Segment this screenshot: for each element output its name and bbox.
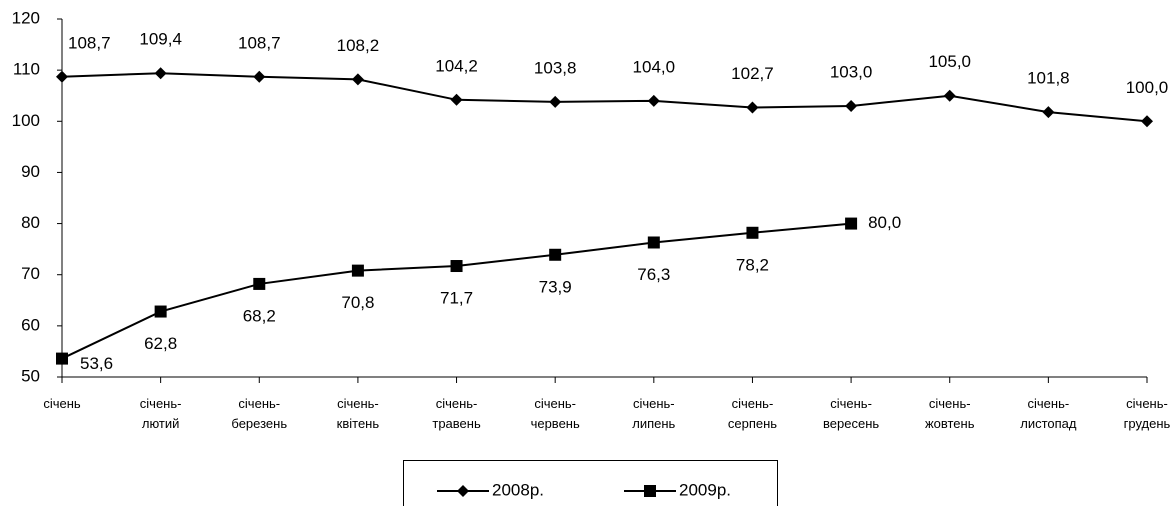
data-label: 80,0 (868, 213, 901, 232)
point (746, 101, 759, 114)
x-tick-label: січень-вересень (823, 396, 879, 431)
x-tick-label: січень-жовтень (925, 396, 975, 431)
data-label: 108,7 (238, 33, 281, 52)
point (351, 73, 364, 86)
x-tick-label: січень-квітень (337, 396, 380, 431)
data-label: 104,0 (633, 57, 676, 76)
point (1141, 115, 1153, 128)
data-label: 71,7 (440, 289, 473, 308)
x-tick-label: січень (43, 396, 81, 411)
x-tick-label: січень-листопад (1020, 396, 1077, 431)
data-label: 101,8 (1027, 69, 1070, 88)
data-label: 108,2 (337, 36, 380, 55)
x-tick-label: січень-червень (531, 396, 580, 431)
point (746, 226, 759, 239)
data-label: 104,2 (435, 56, 478, 75)
point (450, 260, 463, 273)
data-label: 103,8 (534, 58, 577, 77)
point (1042, 106, 1055, 119)
data-label: 53,6 (80, 354, 113, 373)
y-tick-label: 90 (21, 162, 40, 181)
point (351, 264, 364, 277)
data-label: 109,4 (139, 30, 182, 49)
y-tick-label: 50 (21, 366, 40, 385)
point (253, 70, 266, 83)
y-tick-label: 70 (21, 264, 40, 283)
point (845, 99, 858, 112)
x-tick-label: січень-липень (632, 396, 675, 431)
point (647, 94, 660, 107)
legend-label: 2009р. (679, 480, 731, 499)
point (450, 93, 463, 106)
point (154, 67, 167, 80)
point (845, 217, 858, 230)
data-label: 68,2 (243, 306, 276, 325)
data-label: 73,9 (539, 277, 572, 296)
x-tick-label: січень-березень (231, 396, 287, 431)
legend-label: 2008р. (492, 480, 544, 499)
y-tick-label: 60 (21, 315, 40, 334)
data-label: 70,8 (341, 293, 374, 312)
data-label: 102,7 (731, 64, 774, 83)
series-line (61, 72, 1148, 123)
x-tick-label: січень-грудень (1124, 396, 1171, 431)
x-tick-label: січень-лютий (140, 396, 182, 431)
data-label: 62,8 (144, 334, 177, 353)
legend-marker (457, 485, 469, 497)
data-label: 105,0 (928, 52, 971, 71)
point (549, 248, 562, 261)
point (253, 277, 266, 290)
data-label: 108,7 (68, 33, 111, 52)
point (56, 352, 68, 365)
x-tick-label: січень-травень (432, 396, 481, 431)
point (56, 70, 68, 83)
point (943, 89, 956, 102)
y-tick-label: 80 (21, 213, 40, 232)
x-tick-label: січень-серпень (728, 396, 777, 431)
point (549, 95, 562, 108)
data-label: 78,2 (736, 255, 769, 274)
y-tick-label: 110 (13, 60, 40, 79)
point (647, 236, 660, 249)
legend-marker (644, 485, 656, 497)
data-label: 100,0 (1126, 78, 1169, 97)
y-tick-label: 120 (12, 8, 40, 27)
y-tick-label: 100 (12, 111, 40, 130)
data-label: 76,3 (637, 265, 670, 284)
legend-box (403, 460, 778, 506)
point (154, 305, 167, 318)
data-label: 103,0 (830, 62, 873, 81)
